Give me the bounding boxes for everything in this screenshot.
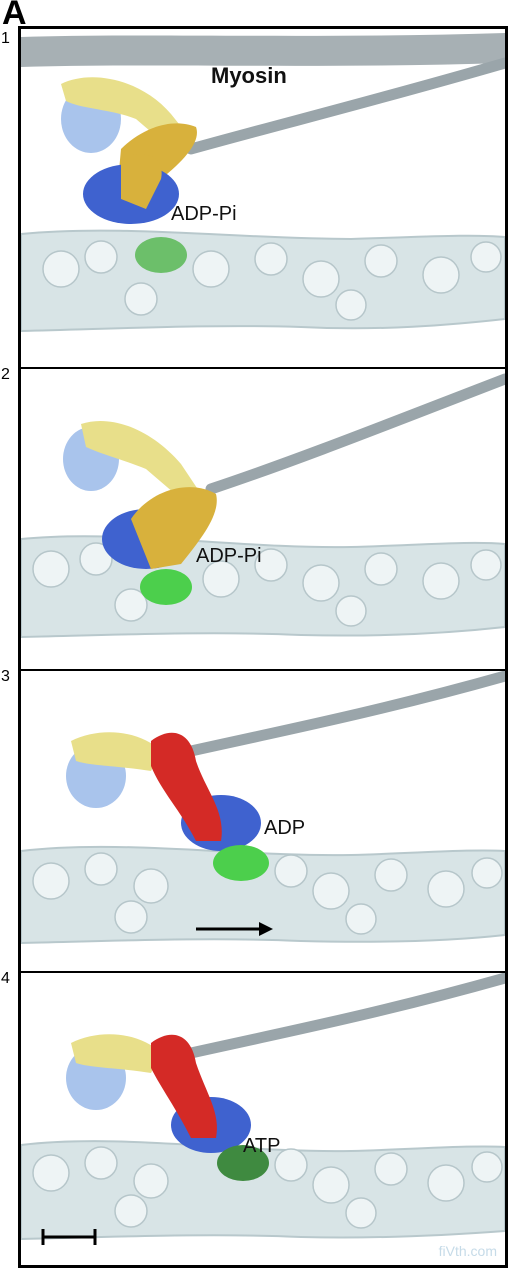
light-chain [81,420,201,499]
myosin-label: Myosin [211,63,287,88]
actin-binding-site [213,845,269,881]
myosin-tail [205,373,505,495]
nucleotide-state-3: ADP [264,817,306,839]
panel-4: ATP fiVth.com [21,973,505,1265]
thick-filament [21,33,505,67]
actin-binding-site [140,569,192,605]
panel-2-illustration [21,373,505,639]
panel-3-illustration [21,671,505,945]
panel-4-illustration [21,973,505,1245]
figure-frame: Myosin ADP-Pi ADP-Pi [18,26,508,1268]
myosin-tail [185,973,505,1059]
actin-binding-site [135,237,187,273]
nucleotide-state-1: ADP-Pi [171,203,237,225]
actin-binding-site [217,1145,269,1181]
myosin-tail [185,57,505,155]
watermark: fiVth.com [438,1243,497,1259]
lever-arm-front [121,154,162,209]
panel-1: Myosin ADP-Pi [21,29,505,367]
lever-arm [131,487,217,569]
panel-number-3: 3 [1,668,10,685]
lever-arm [151,1034,217,1138]
panel-divider [19,669,507,671]
light-chain [71,1034,161,1073]
lever-arm [151,732,222,841]
panel-number-1: 1 [1,30,10,47]
panel-1-illustration [21,33,505,333]
panel-number-2: 2 [1,366,10,383]
panel-divider [19,367,507,369]
panel-3: ADP [21,671,505,971]
panel-number-4: 4 [1,970,10,987]
myosin-tail [185,671,505,757]
light-chain [71,732,161,771]
nucleotide-state-4: ATP [243,1135,281,1157]
panel-divider [19,971,507,973]
panel-2: ADP-Pi [21,369,505,669]
nucleotide-state-2: ADP-Pi [196,545,262,567]
movement-arrow-head [259,922,273,936]
